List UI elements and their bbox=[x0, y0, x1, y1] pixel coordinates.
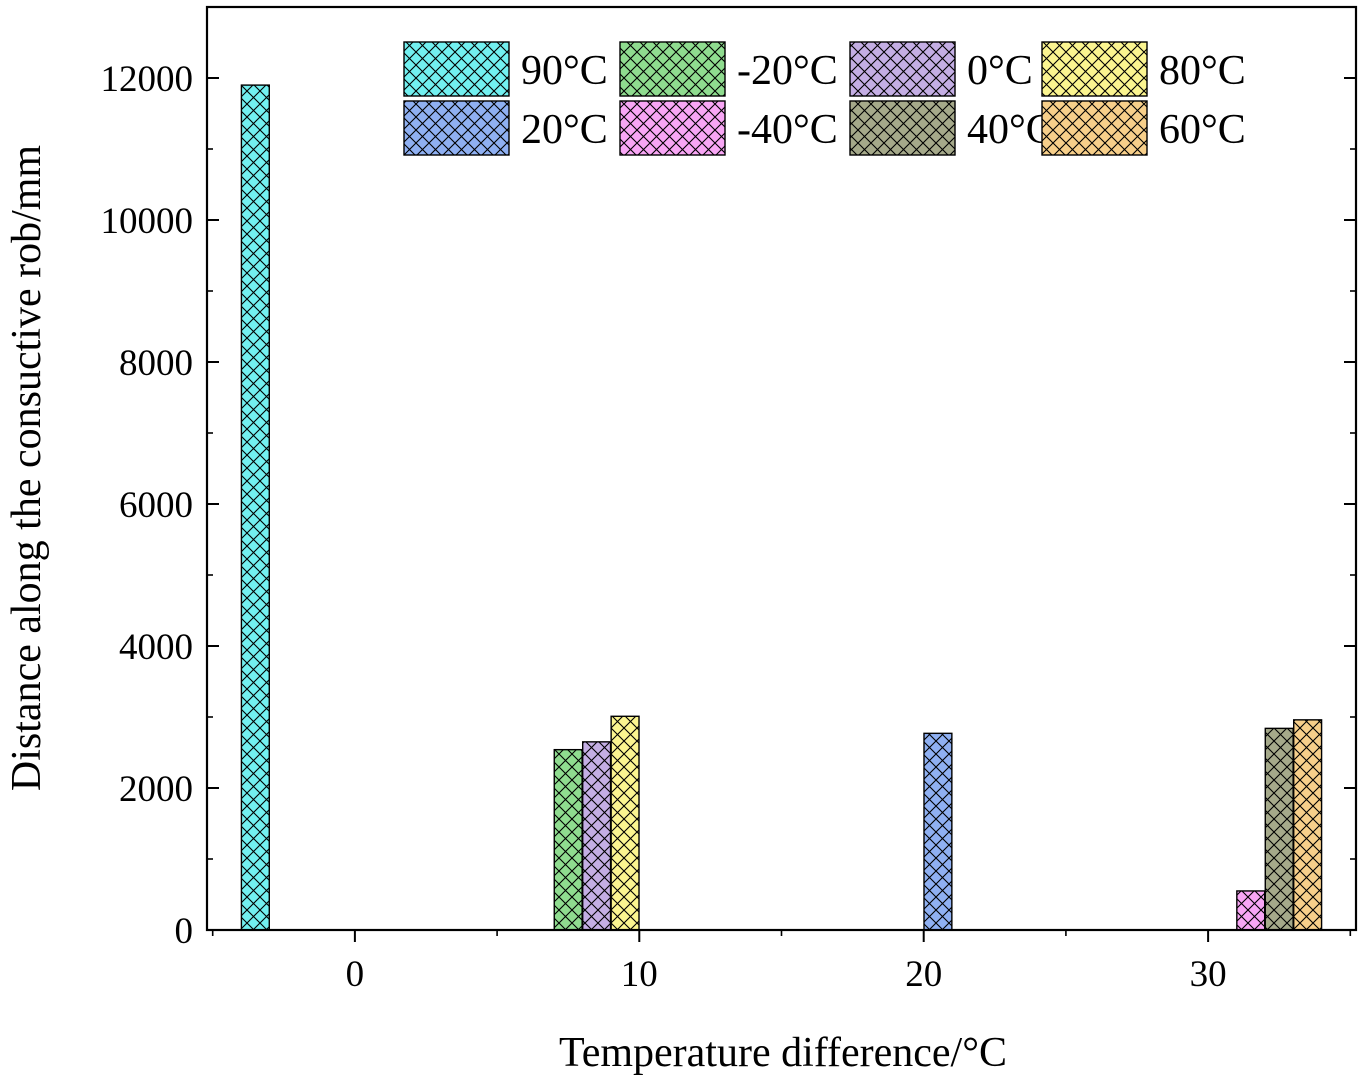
x-tick-label: 10 bbox=[621, 954, 658, 995]
y-axis-title: Distance along the consuctive rob/mm bbox=[4, 145, 50, 791]
y-tick-label: 2000 bbox=[119, 769, 193, 810]
y-tick-label: 12000 bbox=[101, 59, 194, 100]
y-tick-label: 0 bbox=[175, 911, 194, 952]
legend-label: -20°C bbox=[737, 48, 838, 94]
legend-item: 90°C bbox=[403, 41, 608, 97]
legend-label: 60°C bbox=[1159, 107, 1246, 153]
bar--20c bbox=[553, 748, 583, 931]
legend-label: 0°C bbox=[967, 48, 1033, 94]
legend-label: 90°C bbox=[521, 48, 608, 94]
legend-item: 0°C bbox=[849, 41, 1033, 97]
bar-80c bbox=[610, 715, 640, 931]
legend-item: 20°C bbox=[403, 100, 608, 156]
y-tick-label: 4000 bbox=[119, 627, 193, 668]
bar--40c bbox=[1236, 890, 1266, 931]
legend-item: 40°C bbox=[849, 100, 1054, 156]
y-tick-label: 6000 bbox=[119, 485, 193, 526]
bar-40c bbox=[1264, 727, 1294, 931]
legend-item: -20°C bbox=[619, 41, 838, 97]
x-tick-label: 20 bbox=[905, 954, 942, 995]
legend-item: 60°C bbox=[1041, 100, 1246, 156]
bar-0c bbox=[582, 741, 612, 931]
legend-label: 40°C bbox=[967, 107, 1054, 153]
y-tick-label: 10000 bbox=[101, 201, 194, 242]
legend-label: 20°C bbox=[521, 107, 608, 153]
bars-group bbox=[240, 84, 1323, 931]
y-tick-label: 8000 bbox=[119, 343, 193, 384]
x-tick-label: 30 bbox=[1190, 954, 1227, 995]
legend-item: 80°C bbox=[1041, 41, 1246, 97]
axes: 0 2000 4000 6000 8000 10000 12000 0 10 20 30 bbox=[101, 5, 1358, 995]
legend-label: -40°C bbox=[737, 107, 838, 153]
legend-item: -40°C bbox=[619, 100, 838, 156]
x-axis-title: Temperature difference/°C bbox=[559, 1030, 1007, 1076]
bar-20c bbox=[923, 732, 953, 931]
legend: 90°C -20°C 0°C 80°C 20°C -40°C 40°C 60°C bbox=[403, 41, 1246, 156]
bar-90c bbox=[240, 84, 270, 931]
x-tick-label: 0 bbox=[346, 954, 365, 995]
bar-60c bbox=[1293, 719, 1323, 931]
legend-label: 80°C bbox=[1159, 48, 1246, 94]
